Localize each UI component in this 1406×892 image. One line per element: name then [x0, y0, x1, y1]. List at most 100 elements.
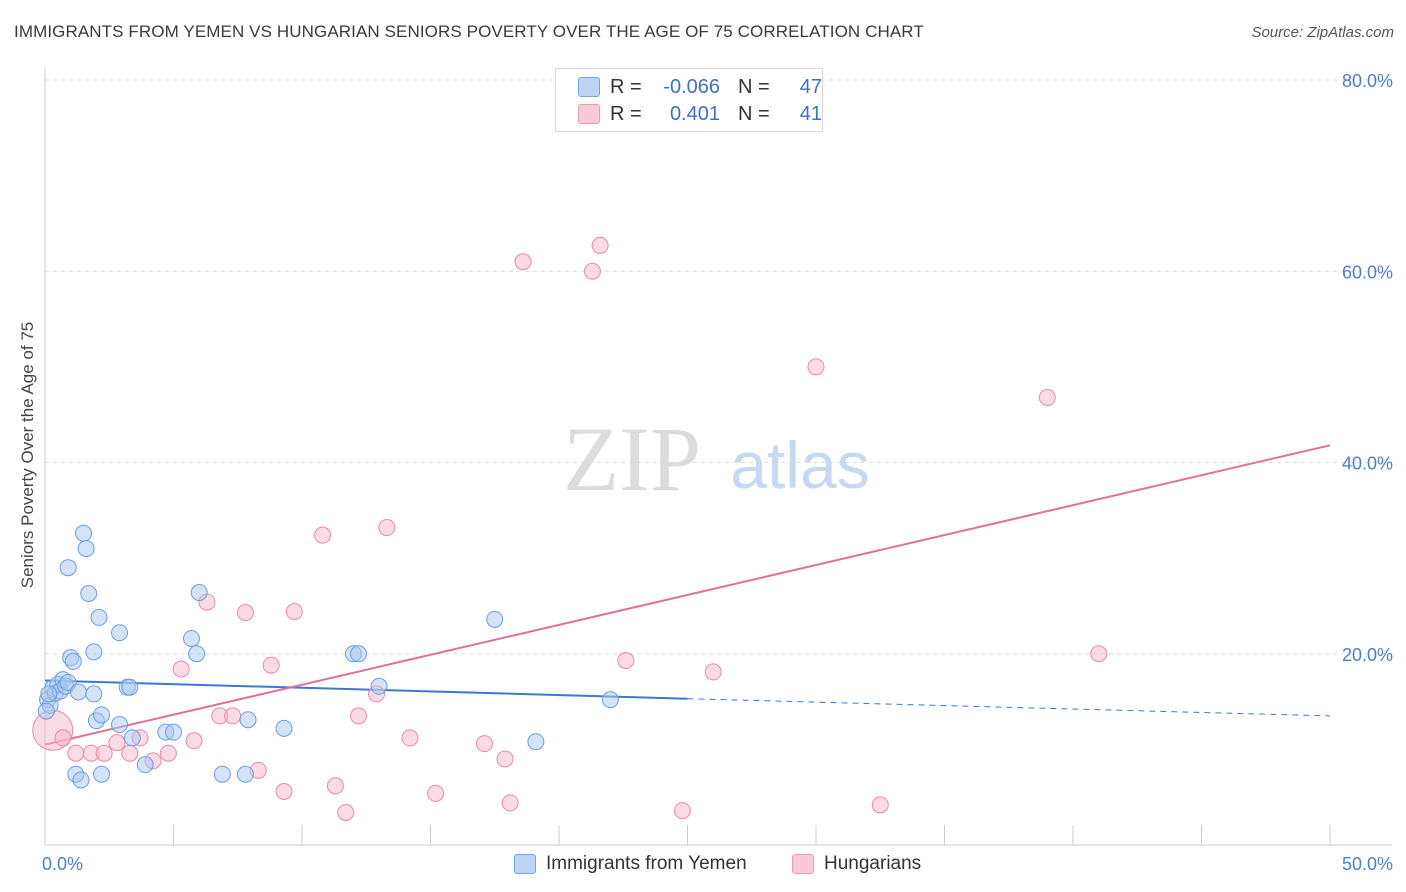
watermark-zip: ZIP [563, 408, 701, 510]
legend-swatch-pink [578, 104, 600, 124]
bottom-legend-swatch-pink [792, 854, 814, 874]
point-hungarians [583, 262, 601, 280]
point-yemen [111, 716, 129, 734]
point-hungarians [172, 660, 190, 678]
point-hungarians [496, 750, 514, 768]
point-yemen [85, 685, 103, 703]
point-yemen [190, 584, 208, 602]
point-hungarians [1038, 388, 1056, 406]
legend-row-yemen: R = -0.066 N = 47 [578, 75, 822, 99]
r-value: -0.066 [663, 75, 720, 98]
trend-lines [44, 444, 1331, 746]
tick-labels: 20.0% 40.0% 60.0% 80.0% 0.0% 50.0% [42, 71, 1393, 874]
data-points [32, 236, 1108, 821]
point-hungarians [475, 735, 493, 753]
r-label: R = [610, 102, 642, 125]
chart-title: IMMIGRANTS FROM YEMEN VS HUNGARIAN SENIO… [14, 22, 924, 41]
point-hungarians [275, 782, 293, 800]
point-hungarians [673, 802, 691, 820]
point-hungarians [159, 744, 177, 762]
point-hungarians [501, 794, 519, 812]
point-hungarians [514, 253, 532, 271]
point-hungarians [591, 236, 609, 254]
watermark: ZIP atlas [563, 408, 870, 510]
point-hungarians [285, 603, 303, 621]
point-yemen [77, 540, 95, 558]
bottom-legend-label: Immigrants from Yemen [546, 853, 747, 874]
point-yemen [601, 691, 619, 709]
point-yemen [59, 559, 77, 577]
point-hungarians [54, 729, 72, 747]
watermark-atlas: atlas [730, 428, 869, 502]
n-label: N = [738, 102, 770, 125]
point-hungarians [67, 744, 85, 762]
point-yemen [123, 729, 141, 747]
gridlines [45, 79, 1392, 655]
correlation-legend: R = -0.066 N = 47 R = 0.401 N = 41 [555, 68, 823, 132]
point-hungarians [185, 732, 203, 750]
x-tick-label: 50.0% [1342, 854, 1393, 874]
point-yemen [40, 685, 58, 703]
r-value: 0.401 [669, 102, 720, 125]
point-yemen [182, 629, 200, 647]
point-yemen [121, 678, 139, 696]
point-yemen [85, 643, 103, 661]
point-yemen [75, 524, 93, 542]
point-yemen [93, 765, 111, 783]
axes [44, 68, 1392, 846]
point-hungarians [314, 526, 332, 544]
point-hungarians [350, 707, 368, 725]
point-yemen [236, 765, 254, 783]
point-yemen [213, 765, 231, 783]
point-yemen [350, 645, 368, 663]
point-hungarians [337, 803, 355, 821]
point-yemen [64, 652, 82, 670]
point-yemen [80, 585, 98, 603]
x-tick-label: 0.0% [42, 854, 83, 874]
point-yemen [486, 610, 504, 628]
point-yemen [136, 756, 154, 774]
n-value: 47 [799, 75, 822, 98]
trend-line-yemen [44, 679, 688, 700]
trend-line-yemen-extrapolated [687, 698, 1331, 717]
point-hungarians [704, 663, 722, 681]
point-hungarians [378, 519, 396, 537]
point-hungarians [326, 777, 344, 795]
point-hungarians [427, 784, 445, 802]
y-tick-label: 80.0% [1342, 71, 1393, 91]
point-yemen [111, 624, 129, 642]
point-hungarians [262, 656, 280, 674]
point-yemen [90, 608, 108, 626]
bottom-legend-hungarians: Hungarians [792, 853, 921, 875]
point-hungarians [401, 729, 419, 747]
point-hungarians [121, 744, 139, 762]
trend-line-hungarians [44, 444, 1331, 746]
point-hungarians [224, 707, 242, 725]
point-yemen [93, 706, 111, 724]
point-yemen [165, 723, 182, 741]
point-yemen [239, 711, 257, 729]
y-tick-label: 40.0% [1342, 454, 1393, 474]
point-yemen [69, 683, 87, 701]
n-value: 41 [799, 102, 822, 125]
bottom-legend-swatch-blue [514, 854, 536, 874]
point-yemen [275, 719, 293, 737]
point-hungarians [236, 604, 254, 622]
n-label: N = [738, 75, 770, 98]
point-hungarians [1090, 645, 1108, 663]
y-tick-label: 20.0% [1342, 645, 1393, 665]
point-hungarians [95, 744, 113, 762]
point-hungarians [807, 358, 825, 376]
point-hungarians [617, 651, 635, 669]
point-yemen [188, 645, 206, 663]
legend-swatch-blue [578, 77, 600, 97]
point-hungarians [871, 796, 889, 814]
point-yemen [72, 771, 90, 789]
point-yemen [370, 677, 388, 695]
chart-source: Source: ZipAtlas.com [1251, 24, 1394, 41]
r-label: R = [610, 75, 642, 98]
point-yemen [527, 733, 545, 751]
bottom-legend-label: Hungarians [824, 853, 922, 874]
bottom-legend-yemen: Immigrants from Yemen [514, 853, 747, 875]
